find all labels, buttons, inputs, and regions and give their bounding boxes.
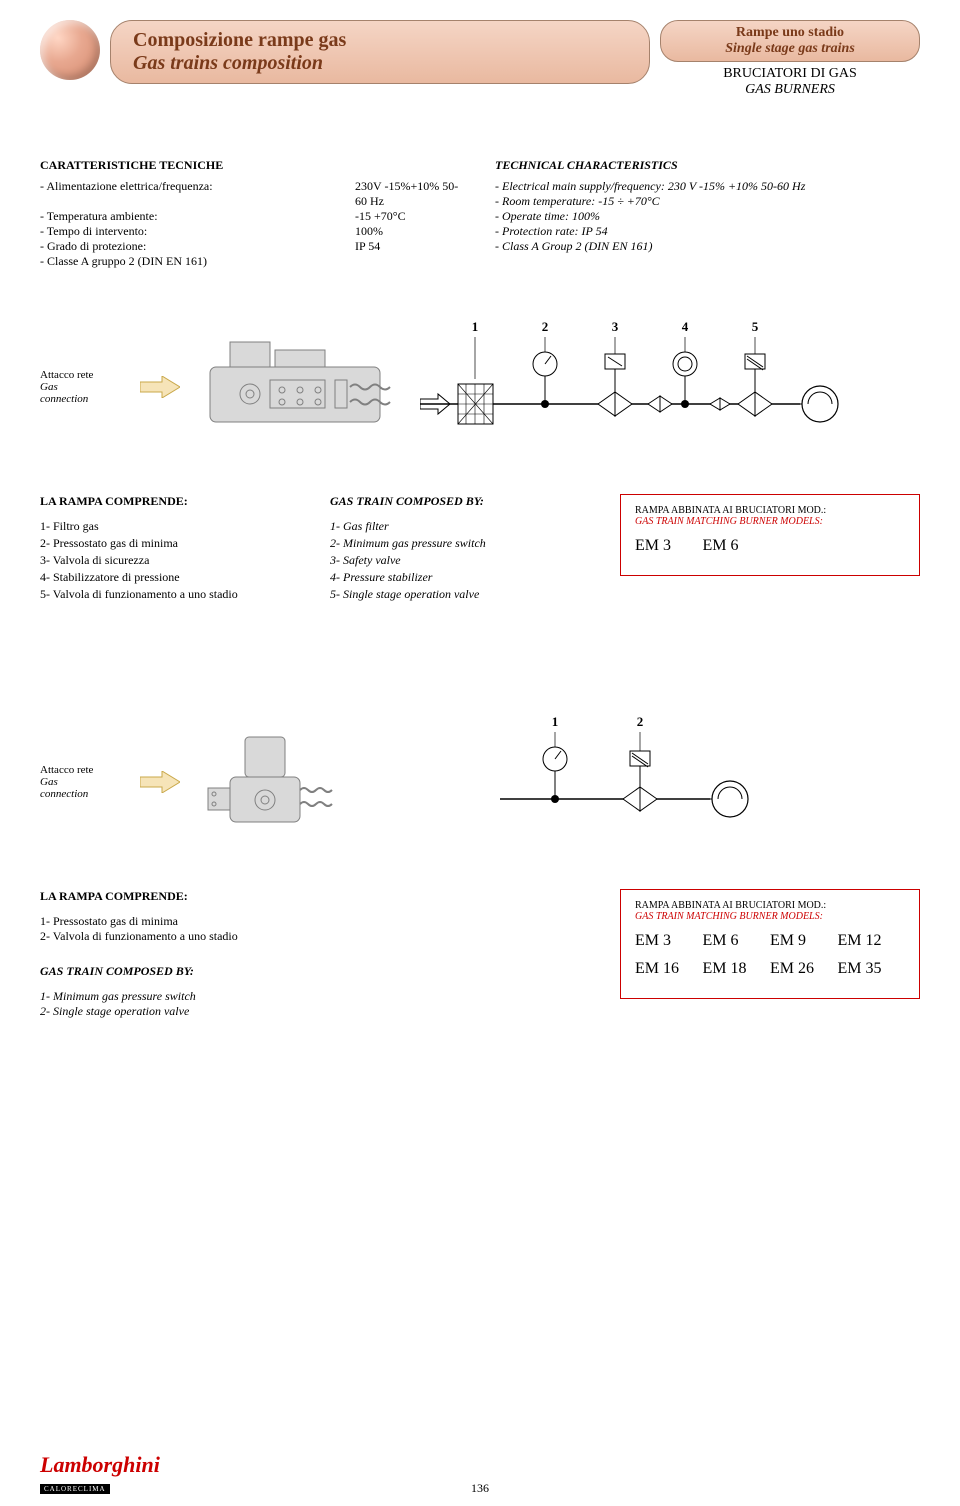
tech-left-row: - Alimentazione elettrica/frequenza: [40,179,355,209]
device-drawing-1 [200,332,400,442]
title-en: Gas trains composition [133,52,627,75]
page-number: 136 [471,1481,489,1496]
sub-en: GAS BURNERS [660,82,920,98]
model-box-2: RAMPA ABBINATA AI BRUCIATORI MOD.: GAS T… [620,889,920,999]
schematic-2: 1 2 [360,714,780,844]
num-1: 1 [552,714,559,729]
logo: Lamborghini CALORECLIMA [40,1452,160,1496]
sub-it: BRUCIATORI DI GAS [660,66,920,82]
conn-label-2: Attacco rete Gas connection [40,764,120,800]
tech-left-heading: CARATTERISTICHE TECNICHE [40,158,465,173]
device-drawing-2 [200,722,340,842]
comp1-en: GAS TRAIN COMPOSED BY: 1- Gas filter 2- … [330,494,590,604]
tech-left: CARATTERISTICHE TECNICHE - Alimentazione… [40,158,465,269]
comp1-it: LA RAMPA COMPRENDE: 1- Filtro gas 2- Pre… [40,494,300,604]
model-box-1: RAMPA ABBINATA AI BRUCIATORI MOD.: GAS T… [620,494,920,576]
num-2: 2 [542,319,549,334]
arrow-icon [140,376,180,398]
comp2-left: LA RAMPA COMPRENDE: 1- Pressostato gas d… [40,889,590,1039]
num-4: 4 [682,319,689,334]
num-1: 1 [472,319,479,334]
title-it: Composizione rampe gas [133,29,627,52]
tech-right: TECHNICAL CHARACTERISTICS - Electrical m… [495,158,920,269]
conn-label-1: Attacco rete Gas connection [40,369,120,405]
right-en: Single stage gas trains [675,41,905,57]
tech-right-heading: TECHNICAL CHARACTERISTICS [495,158,920,173]
schematic-1: 1 2 3 4 5 [420,319,840,449]
num-2: 2 [637,714,644,729]
title-pill: Composizione rampe gas Gas trains compos… [110,20,650,84]
arrow-icon [140,771,180,793]
num-5: 5 [752,319,759,334]
right-it: Rampe uno stadio [675,25,905,41]
right-pill: Rampe uno stadio Single stage gas trains [660,20,920,62]
header-globe-icon [40,20,100,80]
right-sub: BRUCIATORI DI GAS GAS BURNERS [660,66,920,98]
num-3: 3 [612,319,619,334]
